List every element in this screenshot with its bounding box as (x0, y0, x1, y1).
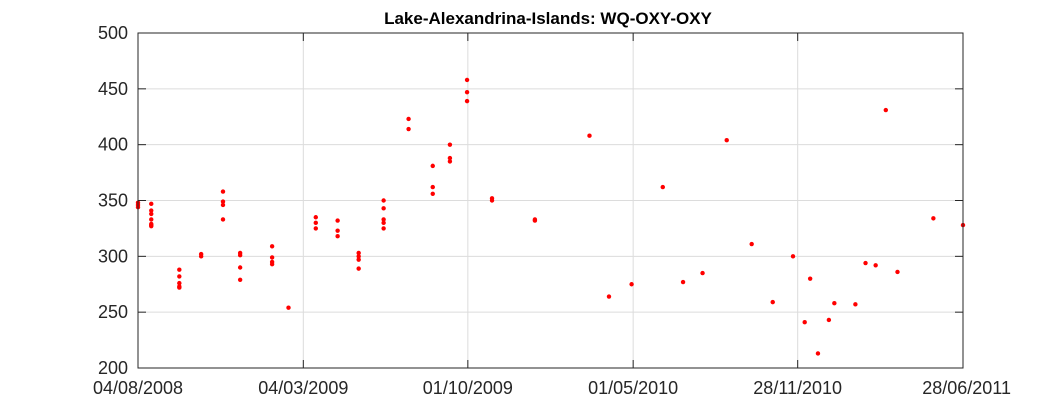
data-point (313, 226, 318, 231)
data-point (177, 267, 182, 272)
data-point (790, 254, 796, 259)
data-point (406, 116, 411, 122)
data-point (447, 142, 453, 147)
y-tick-label: 200 (98, 358, 128, 378)
data-point (680, 279, 686, 285)
data-point (406, 126, 411, 132)
x-axis-ticks: 04/08/2008 04/03/2009 01/10/2009 01/05/2010… (93, 33, 1011, 398)
data-point (430, 184, 435, 190)
data-point (895, 269, 900, 275)
data-point (149, 217, 154, 222)
data-point (220, 202, 226, 208)
data-point (464, 89, 470, 95)
x-tick-label: 28/11/2010 (753, 378, 842, 398)
data-point (237, 265, 243, 270)
data-point (381, 226, 386, 231)
data-point (149, 208, 154, 213)
y-tick-label: 250 (98, 302, 128, 322)
data-point (447, 155, 453, 161)
data-point (381, 220, 386, 226)
data-point (826, 317, 832, 323)
data-point (532, 218, 538, 223)
data-point (931, 216, 936, 221)
data-point (269, 261, 275, 267)
data-point (770, 299, 775, 305)
y-tick-label: 450 (98, 79, 128, 99)
grid-lines (138, 33, 963, 368)
data-point (313, 215, 318, 220)
data-point (802, 320, 807, 325)
data-point (863, 260, 868, 266)
data-point (587, 133, 592, 138)
data-point (149, 211, 154, 217)
x-tick-label: 04/03/2009 (258, 378, 348, 398)
data-point (237, 277, 243, 282)
data-point (335, 234, 340, 239)
data-point (177, 280, 182, 286)
y-tick-label: 300 (98, 246, 128, 266)
data-point (356, 254, 361, 259)
data-point (807, 276, 813, 281)
data-point (381, 198, 386, 203)
data-point (464, 98, 470, 104)
data-point (629, 282, 634, 287)
data-point (269, 255, 275, 260)
data-point (489, 198, 495, 203)
data-point (660, 184, 665, 190)
x-tick-label: 01/10/2009 (423, 378, 513, 398)
data-point (873, 263, 878, 268)
data-point (177, 274, 182, 279)
data-point (853, 302, 858, 307)
data-point (815, 351, 821, 356)
y-tick-label: 400 (98, 135, 128, 155)
data-point (606, 294, 612, 299)
data-point (177, 285, 182, 290)
data-point (447, 159, 453, 164)
data-point (286, 305, 291, 310)
data-point (269, 244, 275, 249)
data-point (335, 218, 340, 223)
data-point (313, 220, 318, 226)
data-point (198, 254, 204, 259)
data-point (430, 163, 435, 169)
data-point (832, 301, 837, 306)
chart-title: Lake-Alexandrina-Islands: WQ-OXY-OXY (384, 9, 712, 28)
data-point (149, 201, 154, 207)
data-point (335, 228, 340, 233)
data-point (464, 77, 470, 83)
data-point (381, 217, 386, 222)
data-point (700, 270, 705, 276)
y-tick-label: 350 (98, 191, 128, 211)
data-point (356, 257, 361, 262)
x-tick-label: 28/06/2011 (922, 378, 1011, 398)
y-tick-label: 500 (98, 23, 128, 43)
data-point (149, 223, 154, 229)
data-point (237, 253, 243, 258)
data-point (381, 206, 386, 211)
x-tick-label: 04/08/2008 (93, 378, 183, 398)
data-point (356, 266, 361, 271)
data-point (724, 138, 729, 143)
y-axis-ticks: 200 250 300 350 400 450 500 (98, 23, 963, 378)
data-point (356, 250, 361, 256)
data-point (430, 191, 435, 196)
data-point (749, 241, 754, 247)
data-point (220, 199, 226, 204)
data-point (220, 189, 226, 194)
data-point (883, 107, 889, 113)
x-tick-label: 01/05/2010 (588, 378, 678, 398)
data-point (220, 217, 226, 222)
